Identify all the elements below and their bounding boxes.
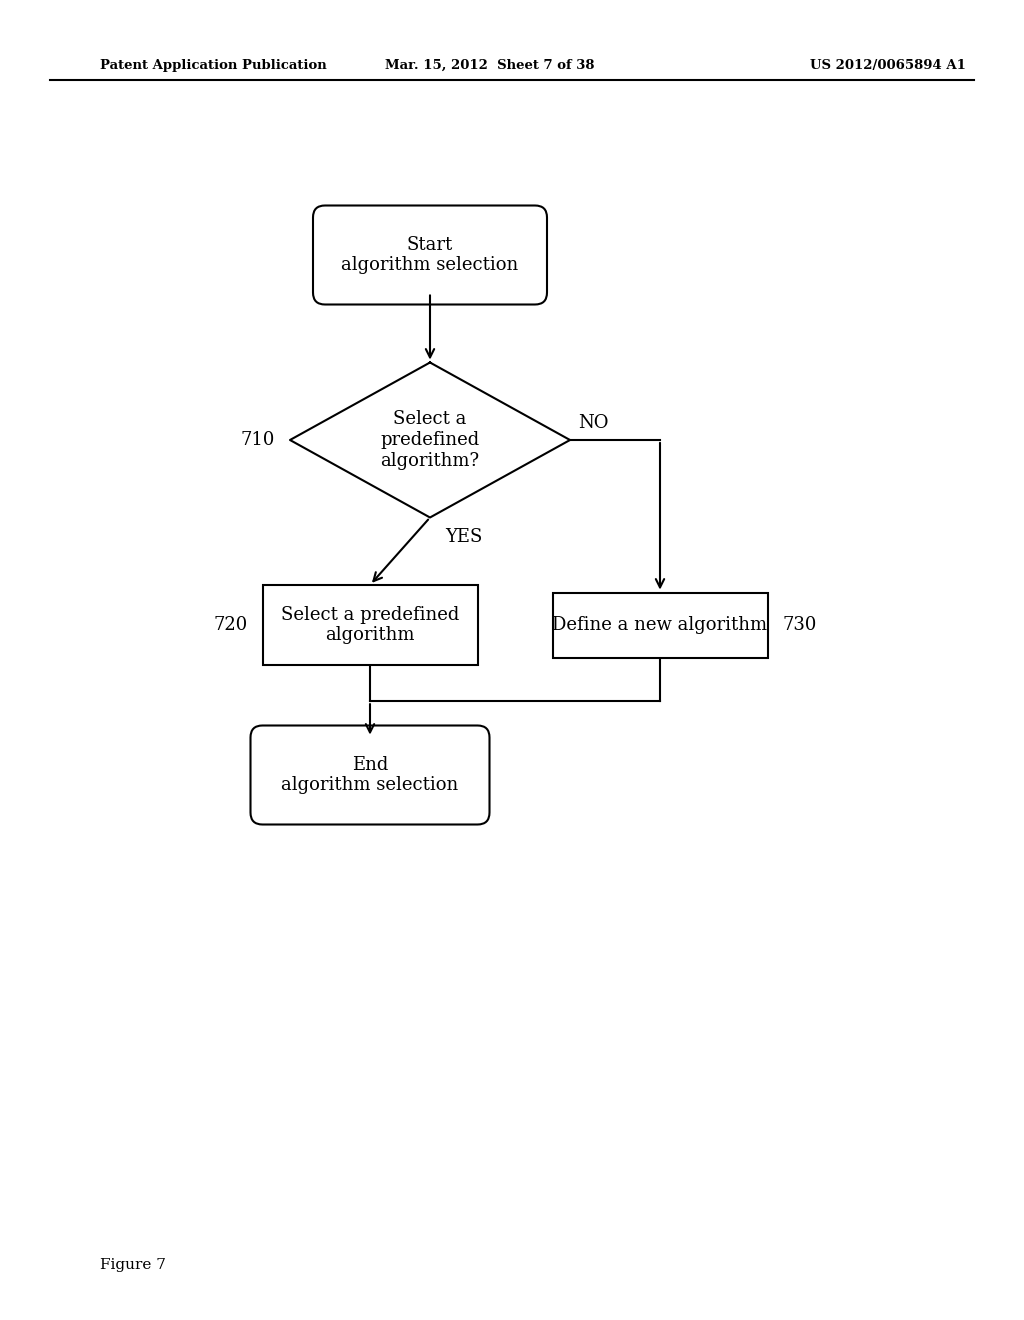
Text: 730: 730	[782, 616, 817, 634]
Text: Start
algorithm selection: Start algorithm selection	[341, 235, 518, 275]
Text: NO: NO	[578, 414, 608, 432]
FancyBboxPatch shape	[251, 726, 489, 825]
Text: Patent Application Publication: Patent Application Publication	[100, 58, 327, 71]
Text: Select a predefined
algorithm: Select a predefined algorithm	[281, 606, 459, 644]
Text: Select a
predefined
algorithm?: Select a predefined algorithm?	[380, 411, 479, 470]
Text: 720: 720	[213, 616, 248, 634]
Text: Define a new algorithm: Define a new algorithm	[552, 616, 768, 634]
Text: 710: 710	[241, 432, 275, 449]
Text: Mar. 15, 2012  Sheet 7 of 38: Mar. 15, 2012 Sheet 7 of 38	[385, 58, 595, 71]
Text: End
algorithm selection: End algorithm selection	[282, 755, 459, 795]
Text: Figure 7: Figure 7	[100, 1258, 166, 1272]
Text: US 2012/0065894 A1: US 2012/0065894 A1	[810, 58, 966, 71]
Text: YES: YES	[445, 528, 482, 545]
Bar	[262, 585, 477, 665]
Bar	[553, 593, 768, 657]
FancyBboxPatch shape	[313, 206, 547, 305]
